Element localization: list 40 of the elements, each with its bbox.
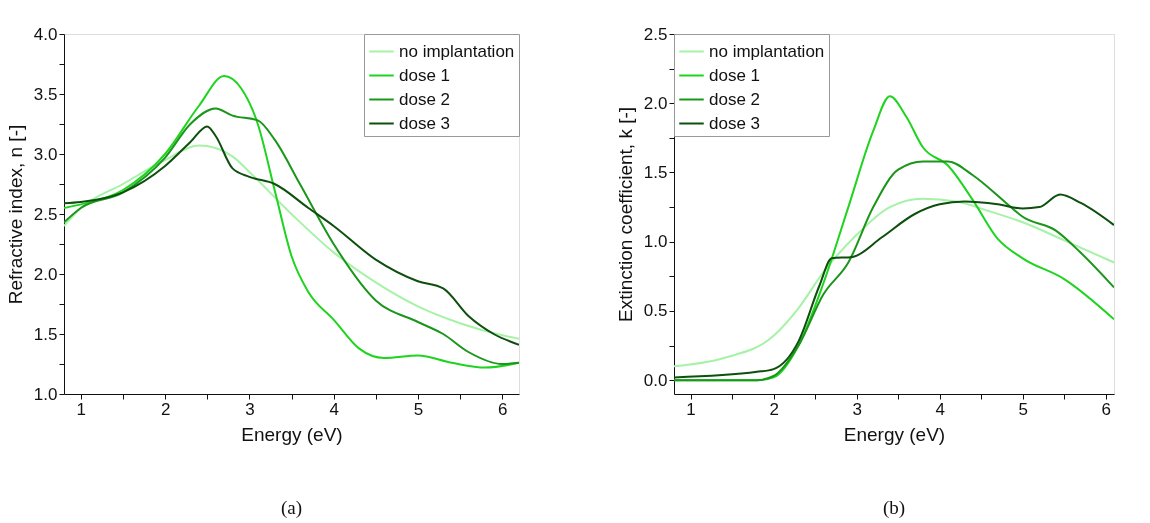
y-axis-title: Extinction coefficient, k [-] [614,106,636,323]
y-tick-label: 3.5 [33,84,58,104]
y-tick-label: 1.5 [643,162,668,182]
y-tick-label: 2.0 [33,264,58,284]
y-tick-label: 2.0 [643,93,668,113]
y-tick-label: 0.5 [643,301,668,321]
legend-label: dose 1 [399,65,451,85]
x-tick-label: 3 [852,399,862,419]
y-tick-label: 3.0 [33,144,58,164]
x-tick-label: 3 [245,399,255,419]
y-tick-label: 1.0 [33,384,58,404]
x-tick-label: 1 [76,399,87,419]
y-tick-label: 1.0 [643,232,668,252]
x-tick-label: 5 [1018,399,1028,419]
y-axis-title: Refractive index, n [-] [4,124,26,305]
x-axis-title: Energy (eV) [843,423,946,445]
y-tick-label: 2.5 [643,24,668,44]
legend-label: dose 3 [399,113,451,133]
line-series [674,160,1114,382]
y-tick-label: 0.0 [643,370,668,390]
y-tick-label: 1.5 [33,324,58,344]
legend-label: dose 1 [709,65,761,85]
y-tick-label: 4.0 [33,24,58,44]
legend-label: dose 3 [709,113,761,133]
legend-label: dose 2 [709,89,761,109]
legend-label: dose 2 [399,89,451,109]
x-tick-label: 4 [329,399,339,419]
x-axis-title: Energy (eV) [241,423,343,445]
text: (a) [280,497,303,519]
x-tick-label: 5 [413,399,424,419]
x-tick-label: 1 [686,399,696,419]
legend-label: no implantation [709,41,825,61]
x-tick-label: 2 [769,399,779,419]
x-tick-label: 4 [935,399,945,419]
y-tick-label: 2.5 [33,204,58,224]
text: (b) [882,497,906,519]
x-tick-label: 6 [1101,399,1111,419]
legend-label: no implantation [399,41,515,61]
x-tick-label: 2 [160,399,171,419]
x-tick-label: 6 [497,399,508,419]
